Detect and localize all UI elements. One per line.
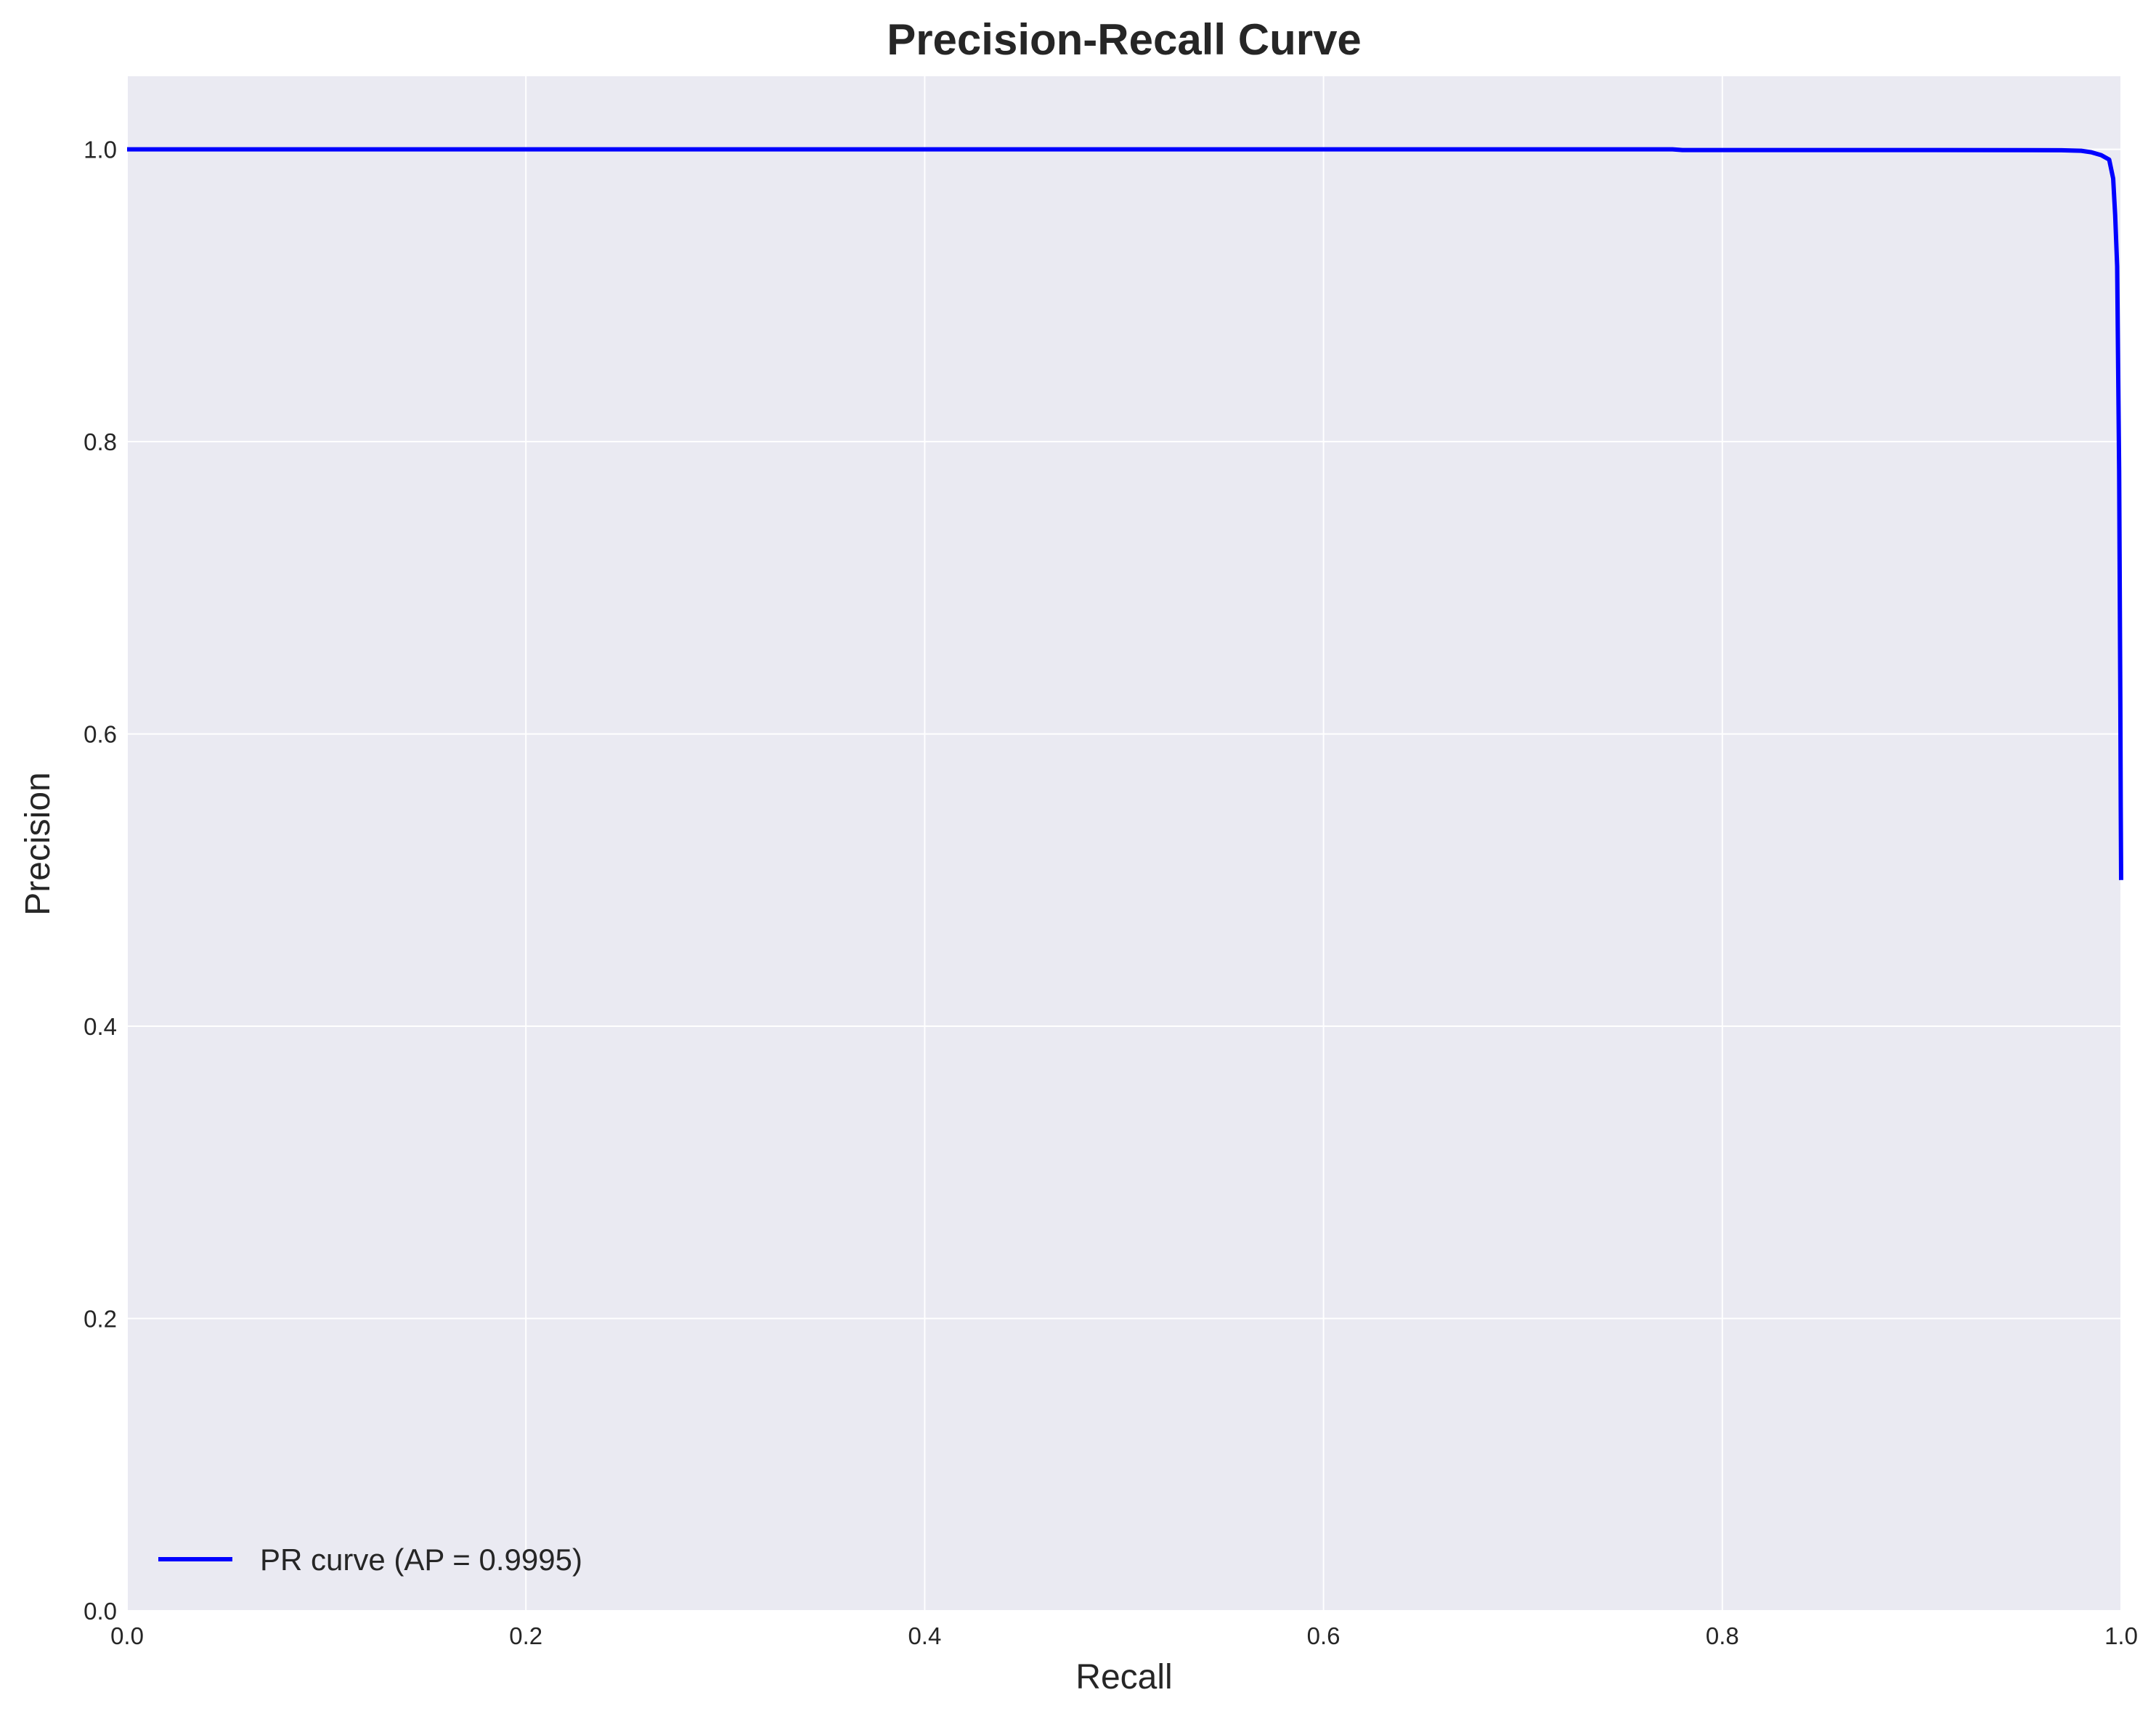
y-axis-label: Precision bbox=[19, 772, 57, 915]
y-tick-label: 0.4 bbox=[84, 1013, 117, 1040]
plot-background bbox=[127, 76, 2121, 1611]
y-tick-label: 0.0 bbox=[84, 1598, 117, 1625]
x-tick-label: 1.0 bbox=[2104, 1622, 2138, 1649]
x-tick-label: 0.0 bbox=[110, 1622, 144, 1649]
x-tick-label: 0.4 bbox=[908, 1622, 941, 1649]
y-tick-label: 0.6 bbox=[84, 721, 117, 748]
pr-curve-line bbox=[127, 147, 2123, 880]
x-tick-label: 0.8 bbox=[1706, 1622, 1739, 1649]
y-tick-label: 1.0 bbox=[84, 137, 117, 163]
y-tick-label: 0.2 bbox=[84, 1306, 117, 1333]
legend-label: PR curve (AP = 0.9995) bbox=[260, 1543, 582, 1577]
y-tick-label: 0.8 bbox=[84, 428, 117, 455]
tick-labels: 0.0 0.2 0.4 0.6 0.8 1.0 0.0 0.2 0.4 0.6 0.8 1.0 bbox=[84, 137, 2138, 1649]
chart-title: Precision-Recall Curve bbox=[887, 15, 1362, 64]
legend: PR curve (AP = 0.9995) bbox=[158, 1543, 582, 1577]
series-lines bbox=[127, 147, 2123, 880]
x-tick-label: 0.2 bbox=[509, 1622, 542, 1649]
x-tick-label: 0.6 bbox=[1307, 1622, 1341, 1649]
x-axis-label: Recall bbox=[1075, 1658, 1172, 1696]
